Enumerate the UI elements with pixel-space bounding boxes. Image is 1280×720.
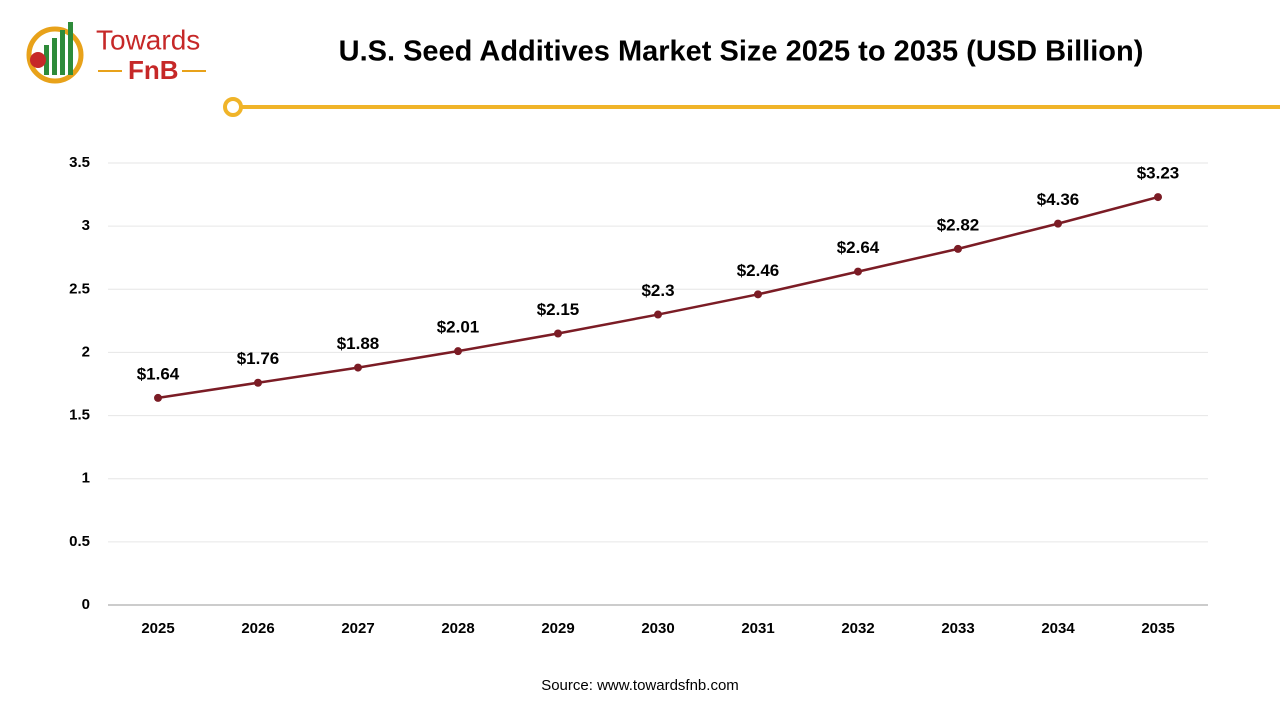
y-tick-label: 1.5 <box>69 407 90 424</box>
data-point <box>754 290 762 299</box>
data-label: $2.01 <box>437 318 480 337</box>
logo-bar <box>52 38 57 75</box>
y-tick-label: 3.5 <box>69 154 90 171</box>
data-label: $4.36 <box>1037 190 1080 209</box>
data-label: $3.23 <box>1137 164 1180 183</box>
y-tick-label: 0 <box>82 596 90 613</box>
data-label: $1.64 <box>137 364 180 383</box>
data-point <box>354 363 362 372</box>
data-point <box>1054 219 1062 228</box>
logo: Towards FnB <box>26 22 206 85</box>
data-point <box>254 378 262 387</box>
data-point <box>854 267 862 276</box>
data-label: $1.76 <box>237 349 280 368</box>
y-tick-label: 3 <box>82 217 90 234</box>
x-tick-label: 2031 <box>741 620 774 637</box>
x-tick-label: 2032 <box>841 620 874 637</box>
data-label: $2.82 <box>937 215 980 234</box>
source-note: Source: www.towardsfnb.com <box>541 677 739 694</box>
data-label: $1.88 <box>337 334 380 353</box>
logo-ring <box>26 26 84 84</box>
x-tick-label: 2025 <box>141 620 174 637</box>
logo-text: FnB <box>128 55 179 85</box>
chart-title: U.S. Seed Additives Market Size 2025 to … <box>339 36 1144 68</box>
data-label: $2.15 <box>537 300 580 319</box>
x-tick-label: 2034 <box>1041 620 1075 637</box>
y-tick-label: 2 <box>82 343 90 360</box>
logo-fruit <box>30 52 46 68</box>
data-point <box>1154 193 1162 202</box>
logo-bar <box>44 45 49 75</box>
x-tick-label: 2026 <box>241 620 274 637</box>
data-point <box>654 310 662 319</box>
title-rule-dot <box>223 97 243 117</box>
data-label: $2.3 <box>641 281 674 300</box>
data-point <box>454 347 462 356</box>
data-label: $2.64 <box>837 238 880 257</box>
data-point <box>154 393 162 402</box>
data-point <box>954 244 962 253</box>
data-point <box>554 329 562 338</box>
logo-text: Towards <box>96 24 200 55</box>
x-tick-label: 2027 <box>341 620 374 637</box>
y-tick-label: 0.5 <box>69 533 90 550</box>
x-tick-label: 2030 <box>641 620 674 637</box>
x-tick-label: 2033 <box>941 620 974 637</box>
y-tick-label: 2.5 <box>69 280 90 297</box>
x-tick-label: 2028 <box>441 620 474 637</box>
y-tick-label: 1 <box>82 470 90 487</box>
x-tick-label: 2029 <box>541 620 574 637</box>
logo-bar <box>68 22 73 75</box>
x-tick-label: 2035 <box>1141 620 1174 637</box>
data-label: $2.46 <box>737 261 780 280</box>
logo-bar <box>60 30 65 75</box>
